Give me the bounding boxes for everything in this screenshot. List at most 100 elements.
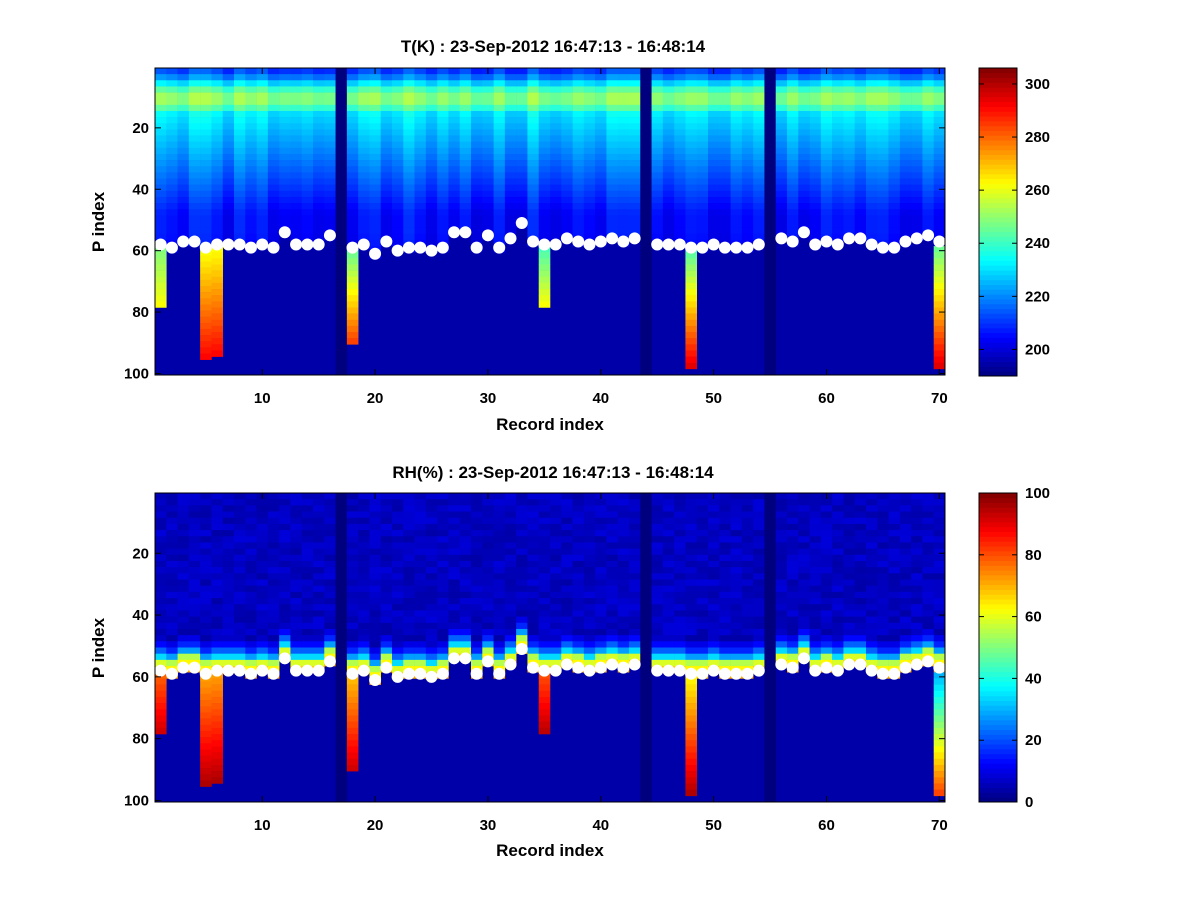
heatmap-cell: [696, 505, 709, 512]
heatmap-cell: [380, 227, 393, 235]
heatmap-cell: [583, 659, 596, 667]
heatmap-cell: [471, 628, 483, 636]
heatmap-cell: [482, 554, 494, 562]
heatmap-column: [459, 68, 472, 235]
heatmap-cell: [493, 80, 506, 87]
heatmap-cell: [290, 659, 303, 667]
heatmap-cell: [414, 160, 427, 167]
heatmap-cell: [775, 117, 788, 124]
heatmap-cell: [854, 141, 867, 149]
heatmap-cell: [166, 74, 178, 81]
humidity-x-axis-label: Record index: [496, 841, 604, 860]
anomaly-cell: [346, 276, 359, 284]
heatmap-cell: [820, 499, 833, 506]
heatmap-cell: [933, 523, 946, 531]
heatmap-cell: [493, 598, 506, 605]
heatmap-cell: [301, 647, 314, 654]
heatmap-cell: [753, 542, 765, 549]
heatmap-cell: [166, 616, 178, 624]
heatmap-cell: [527, 141, 540, 149]
heatmap-cell: [166, 647, 178, 654]
heatmap-cell: [188, 635, 201, 642]
heatmap-cell: [674, 104, 686, 112]
heatmap-cell: [775, 178, 788, 185]
heatmap-cell: [708, 184, 720, 192]
heatmap-cell: [832, 141, 844, 149]
anomaly-cell: [200, 273, 212, 281]
heatmap-column: [301, 493, 314, 673]
colorbar-segment: [979, 531, 1017, 537]
heatmap-cell: [775, 104, 788, 112]
heatmap-cell: [290, 184, 303, 192]
heatmap-cell: [527, 190, 540, 198]
heatmap-cell: [313, 659, 325, 667]
heatmap-cell: [313, 74, 325, 81]
heatmap-cell: [358, 209, 370, 216]
heatmap-cell: [708, 604, 720, 611]
heatmap-cell: [516, 505, 528, 512]
anomaly-cell: [346, 690, 359, 698]
heatmap-cell: [392, 104, 404, 112]
heatmap-cell: [933, 166, 946, 173]
heatmap-column: [595, 68, 607, 247]
heatmap-cell: [504, 511, 517, 519]
anomaly-cell: [685, 332, 698, 339]
surface-marker: [843, 232, 856, 245]
heatmap-cell: [606, 135, 619, 142]
heatmap-cell: [662, 585, 675, 593]
heatmap-cell: [267, 166, 280, 173]
surface-marker: [741, 667, 754, 680]
heatmap-cell: [741, 548, 754, 556]
heatmap-cell: [629, 499, 641, 506]
heatmap-cell: [245, 653, 257, 661]
heatmap-cell: [674, 493, 686, 500]
anomaly-cell: [346, 721, 359, 729]
heatmap-cell: [561, 635, 573, 642]
heatmap-cell: [346, 203, 359, 210]
heatmap-cell: [662, 647, 675, 654]
heatmap-cell: [188, 579, 201, 586]
heatmap-cell: [696, 560, 709, 568]
heatmap-cell: [651, 74, 664, 81]
heatmap-cell: [809, 123, 822, 130]
surface-marker: [628, 232, 641, 245]
anomaly-cell: [155, 282, 167, 290]
heatmap-cell: [188, 147, 201, 155]
heatmap-cell: [324, 573, 336, 580]
heatmap-cell: [866, 499, 878, 506]
heatmap-cell: [313, 98, 325, 106]
heatmap-cell: [708, 117, 720, 124]
heatmap-cell: [820, 610, 833, 617]
heatmap-cell: [787, 622, 799, 630]
heatmap-cell: [877, 659, 889, 667]
colorbar-segment: [979, 604, 1017, 610]
heatmap-cell: [425, 653, 438, 661]
heatmap-cell: [403, 628, 415, 636]
heatmap-cell: [414, 567, 427, 574]
heatmap-cell: [606, 117, 619, 124]
heatmap-cell: [572, 184, 585, 192]
heatmap-cell: [911, 604, 923, 611]
heatmap-cell: [482, 110, 494, 118]
anomaly-cell: [933, 690, 946, 698]
heatmap-cell: [809, 622, 822, 630]
heatmap-cell: [843, 536, 856, 543]
heatmap-cell: [200, 604, 212, 611]
anomaly-cell: [155, 727, 167, 735]
heatmap-cell: [279, 203, 291, 210]
heatmap-cell: [414, 616, 427, 624]
heatmap-cell: [696, 536, 709, 543]
heatmap-cell: [369, 190, 382, 198]
heatmap-cell: [234, 653, 246, 661]
y-tick-label: 80: [132, 304, 149, 321]
heatmap-cell: [583, 579, 596, 586]
heatmap-column: [685, 68, 698, 253]
heatmap-cell: [538, 511, 551, 519]
heatmap-cell: [267, 567, 280, 574]
anomaly-cell: [346, 338, 359, 345]
heatmap-cell: [753, 209, 765, 216]
heatmap-cell: [256, 153, 269, 161]
heatmap-cell: [177, 110, 190, 118]
heatmap-cell: [346, 616, 359, 624]
